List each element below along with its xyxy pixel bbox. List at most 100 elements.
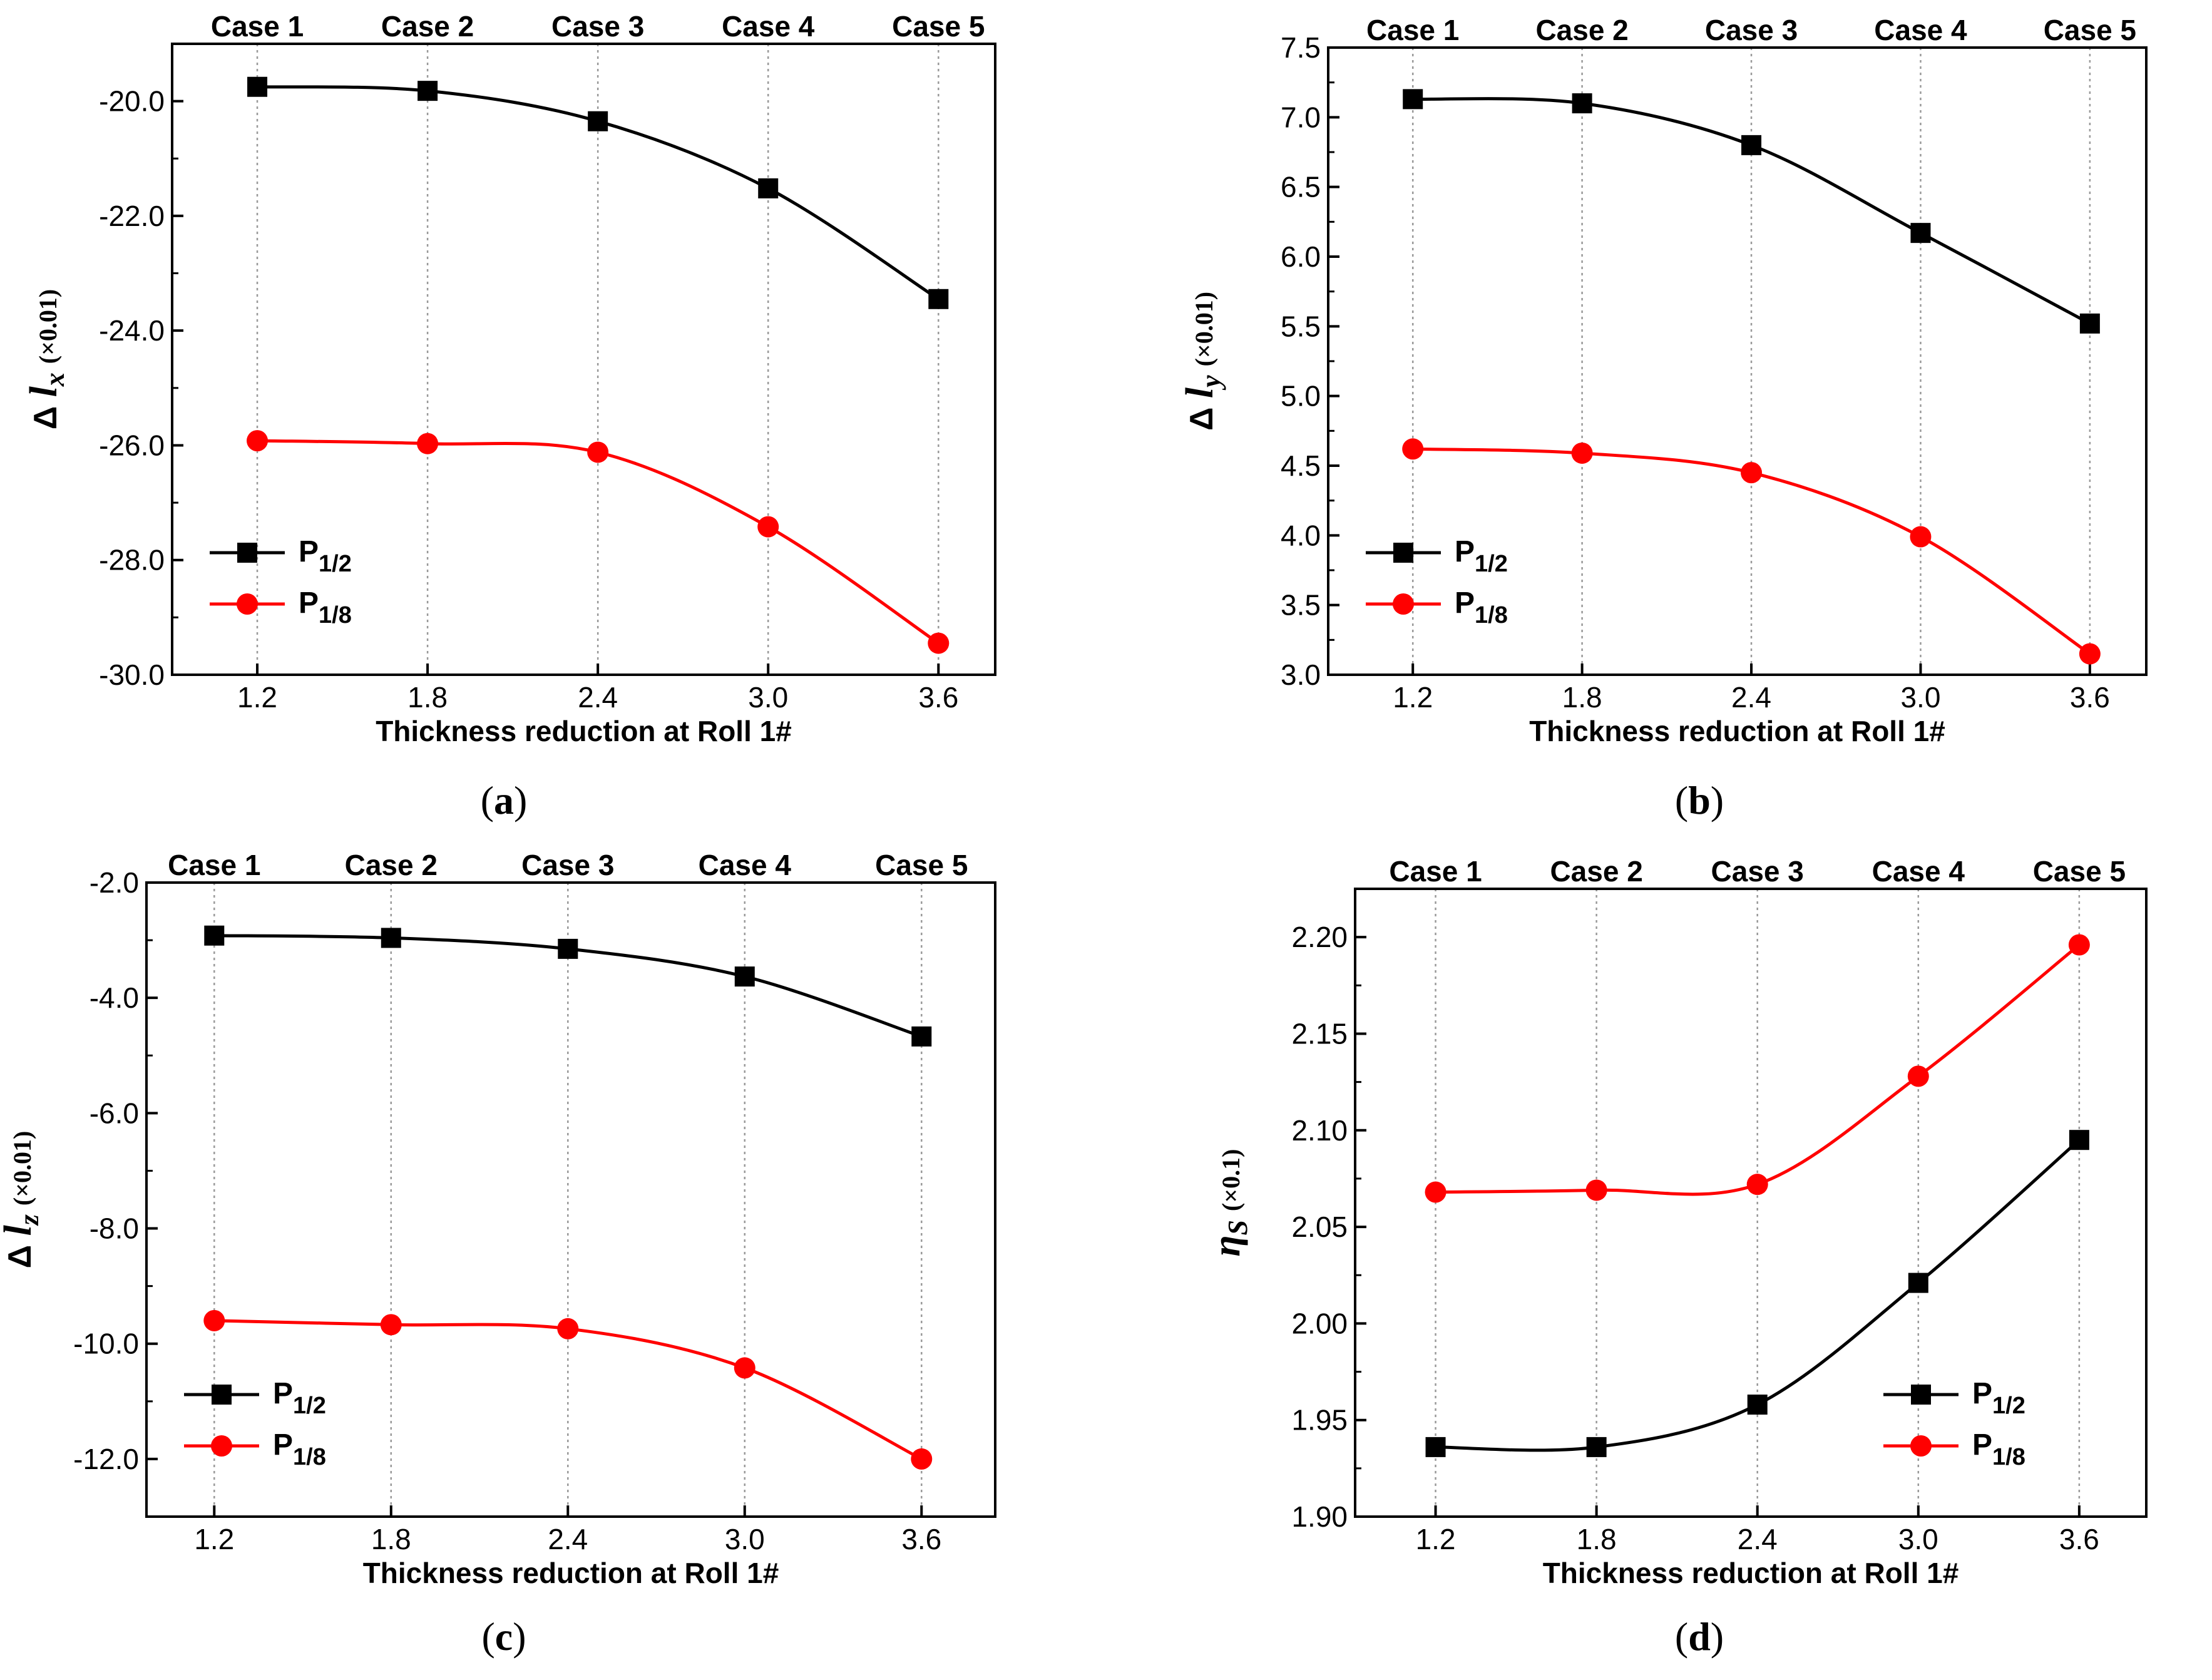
y-tick-label: 3.0 [1281,658,1321,691]
x-axis-label: Thickness reduction at Roll 1# [376,715,792,747]
y-axis-symbol: Δ [1184,398,1220,431]
y-axis-symbol: Δ [28,397,64,429]
x-tick-label: 2.4 [578,681,618,714]
case-label: Case 4 [722,10,815,43]
x-axis-label: Thickness reduction at Roll 1# [363,1557,779,1589]
y-tick-label: 2.05 [1291,1211,1348,1243]
case-label: Case 2 [1550,855,1642,888]
y-tick-label: -10.0 [73,1328,139,1360]
legend-label: P1/8 [1455,586,1508,628]
y-tick-label: -2.0 [90,866,139,899]
caption-letter: a [494,778,514,822]
y-tick-label: 2.10 [1291,1114,1348,1147]
data-point-circle [928,632,950,654]
y-tick-label: 1.90 [1291,1500,1348,1533]
data-point-square [1741,135,1762,155]
legend-label-main: P [1455,586,1475,620]
y-axis-label: ηS (×0.1) [1206,1149,1253,1257]
plot-frame [1354,888,2148,1518]
panel-b: 3.0 3.5 4.0 4.5 5.0 5.5 6.0 6.5 7.0 7.5 1.2 Case 1 1… [1179,14,2148,822]
data-point-circle [247,430,269,452]
data-point-circle [1402,438,1424,460]
data-point-circle [380,1314,402,1336]
data-point-circle [557,1318,579,1339]
legend-marker-circle [211,1435,232,1457]
y-tick-label: -28.0 [99,544,165,576]
x-tick-label: 3.0 [725,1523,765,1555]
data-point-square [1910,223,1931,243]
legend-marker-square [237,543,257,563]
legend-label-main: P [1455,535,1475,568]
case-label: Case 1 [1389,855,1482,888]
case-label: Case 4 [1872,855,1965,888]
plot-frame [145,881,996,1518]
caption-paren-close: ) [513,1614,526,1659]
y-tick-label: 6.5 [1281,171,1321,203]
legend: P1/2P1/8 [184,1377,326,1470]
y-axis-unit: (×0.01) [1190,292,1218,366]
x-tick-label: 3.0 [1898,1523,1938,1555]
case-label: Case 5 [892,10,985,43]
x-tick-label: 3.6 [918,681,958,714]
data-point-circle [1585,1179,1607,1201]
case-label: Case 5 [875,849,968,881]
data-point-circle [734,1357,755,1379]
caption-paren-close: ) [514,778,527,822]
case-label: Case 3 [1705,14,1798,46]
caption-paren-close: ) [1711,778,1724,822]
legend-label-sub: 1/2 [1475,551,1508,577]
legend-label-sub: 1/8 [293,1444,326,1470]
y-axis-variable: l [1179,387,1221,398]
data-point-square [247,76,268,97]
legend-marker-square [212,1385,232,1405]
legend-label-main: P [1972,1428,1992,1462]
y-tick-label: 5.0 [1281,380,1321,412]
y-tick-label: 7.0 [1281,101,1321,133]
plot-frame [171,43,996,676]
data-point-square [1403,89,1423,110]
data-point-circle [587,441,609,463]
y-tick-label: 7.5 [1281,31,1321,64]
x-tick-label: 1.8 [371,1523,411,1555]
panel-c: -12.0 -10.0 -8.0 -6.0 -4.0 -2.0 1.2 Case 1 1.8 Ca… [0,849,996,1659]
case-label: Case 5 [2044,14,2136,46]
y-axis-variable: l [23,386,65,397]
legend-label-main: P [1972,1377,1992,1410]
legend-label: P1/2 [273,1377,326,1419]
data-point-square [928,289,949,309]
legend-label: P1/2 [299,535,352,577]
data-point-circle [757,516,779,538]
caption-letter: c [495,1614,513,1659]
series-line-1-8 [1435,943,2081,1196]
x-tick-label: 3.6 [2059,1523,2099,1555]
data-point-square [758,178,779,198]
caption-paren-open: ( [481,778,494,822]
legend-label: P1/2 [1455,535,1508,577]
data-point-square [2079,313,2100,334]
legend-marker-square [1911,1385,1931,1405]
case-label: Case 2 [1535,14,1628,46]
case-label: Case 3 [1711,855,1804,888]
legend-label: P1/2 [1972,1377,2025,1419]
legend: P1/2P1/8 [1883,1377,2025,1470]
x-tick-label: 1.8 [407,681,448,714]
x-tick-label: 1.2 [1416,1523,1456,1555]
data-point-circle [2079,643,2101,665]
x-tick-label: 3.0 [1900,681,1940,714]
caption-letter: b [1688,778,1711,822]
y-tick-label: -4.0 [90,981,139,1014]
x-axis-label: Thickness reduction at Roll 1# [1543,1557,1959,1589]
y-axis-label: Δ lz (×0.01) [0,1131,44,1269]
legend-label-main: P [299,586,319,620]
case-label: Case 3 [551,10,644,43]
panel-caption: (b) [1675,778,1724,822]
legend-label: P1/8 [299,586,352,628]
x-axis-label: Thickness reduction at Roll 1# [1529,715,1945,747]
data-point-square [2069,1130,2089,1150]
data-point-square [558,938,578,959]
data-point-circle [203,1309,225,1331]
caption-paren-open: ( [481,1614,494,1659]
y-tick-label: -20.0 [99,85,165,118]
data-point-circle [1425,1181,1447,1203]
